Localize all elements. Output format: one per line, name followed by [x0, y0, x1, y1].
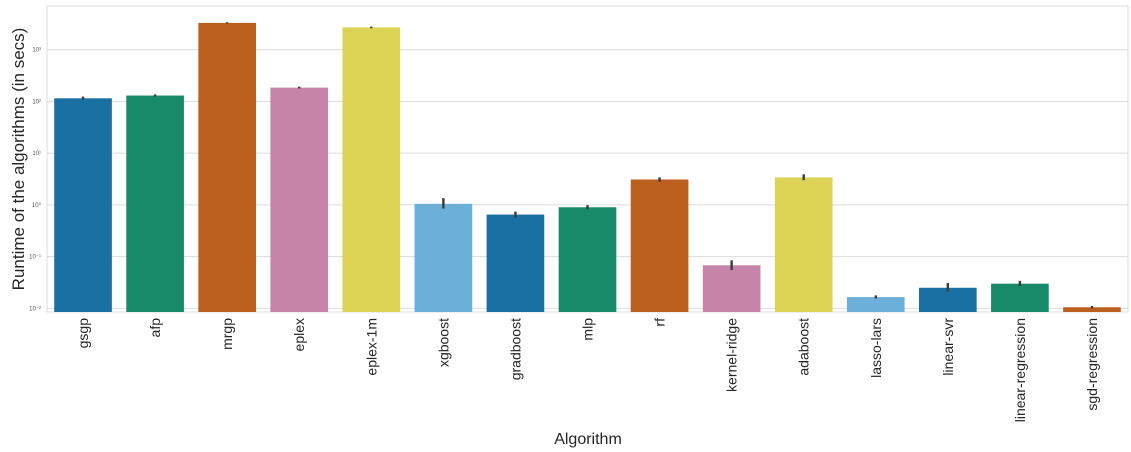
y-tick-label: 10³	[32, 48, 41, 54]
y-tick-labels: 10⁻² 10⁻¹ 10⁰ 10¹ 10² 10³	[29, 48, 41, 313]
y-tick-label: 10⁻²	[29, 306, 41, 312]
x-tick-label: rf	[652, 318, 668, 327]
x-tick-label: lasso-lars	[868, 318, 884, 378]
bar-kernel-ridge	[702, 265, 761, 312]
bar-eplex	[270, 87, 329, 312]
x-tick-label: afp	[147, 318, 163, 338]
x-tick-labels: gsgp afp mrgp eplex eplex-1m xgboost gradboost…	[75, 318, 1100, 423]
y-axis-label: Runtime of the algorithms (in secs)	[9, 28, 28, 291]
bar-eplex-1m	[342, 27, 401, 312]
bar-afp	[126, 95, 184, 313]
y-tick-label: 10¹	[32, 151, 41, 157]
bar-sgd-regression	[1063, 307, 1121, 312]
x-tick-label: gradboost	[507, 318, 523, 380]
bar-gsgp	[54, 98, 112, 312]
error-bars	[81, 22, 1094, 309]
x-tick-label: eplex	[291, 318, 307, 351]
x-tick-label: kernel-ridge	[724, 318, 740, 392]
x-tick-label: xgboost	[435, 318, 451, 367]
bar-linear-regression	[991, 283, 1049, 312]
x-axis-label: Algorithm	[554, 431, 622, 448]
bar-mrgp	[198, 22, 256, 313]
x-tick-label: adaboost	[796, 318, 812, 376]
x-tick-label: linear-regression	[1012, 318, 1028, 422]
bars	[54, 22, 1121, 313]
x-tick-label: linear-svr	[940, 318, 956, 376]
y-tick-label: 10⁻¹	[29, 255, 41, 261]
x-tick-label: mrgp	[219, 318, 235, 350]
y-tick-label: 10²	[32, 99, 41, 105]
bar-mlp	[558, 207, 617, 312]
bar-adaboost	[774, 177, 833, 312]
bar-gradboost	[486, 214, 545, 312]
y-tick-label: 10⁰	[32, 202, 42, 209]
x-tick-label: gsgp	[75, 318, 91, 349]
x-tick-label: mlp	[580, 318, 596, 341]
bar-xgboost	[414, 203, 473, 312]
bar-linear-svr	[919, 287, 977, 312]
bar-lasso-lars	[846, 297, 905, 312]
x-tick-label: eplex-1m	[363, 318, 379, 376]
x-tick-label: sgd-regression	[1084, 318, 1100, 411]
bar-rf	[630, 179, 689, 312]
